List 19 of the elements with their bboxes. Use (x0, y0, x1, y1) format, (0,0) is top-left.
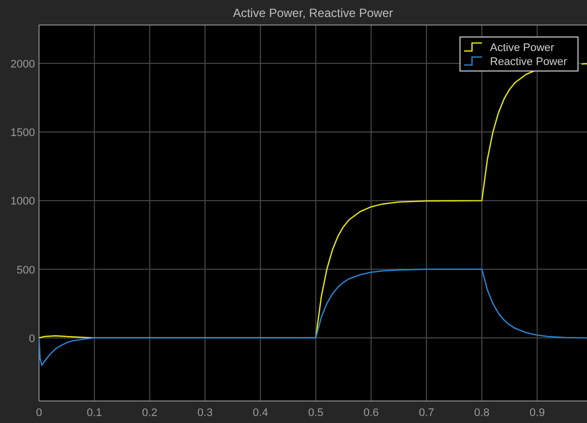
y-tick-label: 1000 (10, 196, 35, 208)
y-tick-label: 2000 (10, 58, 35, 70)
x-tick-label: 0.2 (142, 407, 158, 419)
legend-label: Active Power (490, 42, 555, 54)
x-tick-label: 0.5 (308, 407, 324, 419)
x-tick-label: 0.8 (474, 407, 490, 419)
y-tick-label: 500 (16, 264, 35, 276)
x-tick-label: 0.3 (197, 407, 213, 419)
legend-label: Reactive Power (490, 56, 568, 68)
x-tick-label: 0.1 (86, 407, 102, 419)
x-tick-label: 0.9 (530, 407, 545, 419)
y-tick-label: 0 (28, 332, 35, 345)
chart-title: Active Power, Reactive Power (232, 6, 394, 20)
x-tick-label: 0.6 (363, 407, 379, 419)
x-tick-label: 0.4 (252, 407, 268, 419)
line-series (38, 268, 587, 366)
x-tick-label: 0 (36, 407, 42, 419)
y-tick-label: 1500 (10, 127, 35, 140)
x-tick-label: 0.7 (418, 407, 434, 419)
